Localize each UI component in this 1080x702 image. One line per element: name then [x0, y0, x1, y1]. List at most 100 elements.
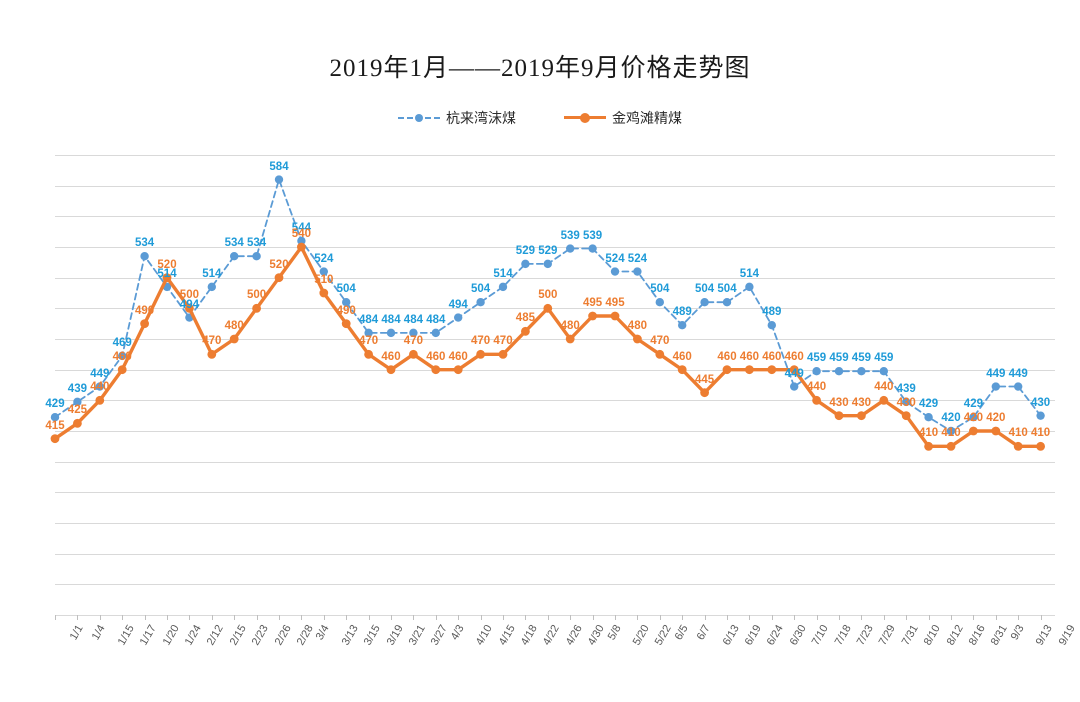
- x-axis-tick: [704, 615, 706, 620]
- data-point[interactable]: [901, 411, 911, 421]
- data-point[interactable]: [319, 267, 328, 276]
- data-point[interactable]: [700, 388, 709, 398]
- data-point[interactable]: [902, 397, 911, 407]
- data-point[interactable]: [50, 413, 60, 422]
- data-point[interactable]: [521, 259, 530, 269]
- data-point[interactable]: [745, 365, 754, 375]
- data-point[interactable]: [677, 365, 687, 375]
- data-point[interactable]: [118, 351, 127, 361]
- data-point[interactable]: [140, 252, 149, 261]
- data-point[interactable]: [969, 426, 978, 436]
- data-point[interactable]: [969, 413, 978, 422]
- legend-item-1[interactable]: 杭来湾沫煤: [398, 108, 516, 128]
- data-point[interactable]: [207, 282, 216, 292]
- data-point[interactable]: [319, 288, 329, 298]
- data-point[interactable]: [50, 434, 60, 444]
- data-point[interactable]: [230, 252, 239, 261]
- data-point[interactable]: [364, 328, 373, 338]
- data-point[interactable]: [879, 367, 888, 376]
- data-point[interactable]: [73, 418, 82, 428]
- data-point[interactable]: [991, 426, 1001, 436]
- data-point[interactable]: [700, 298, 709, 307]
- data-point[interactable]: [386, 328, 396, 338]
- data-point[interactable]: [633, 267, 642, 276]
- data-point[interactable]: [946, 441, 956, 451]
- data-point[interactable]: [655, 349, 665, 359]
- data-point[interactable]: [342, 298, 351, 307]
- data-point[interactable]: [498, 282, 508, 292]
- x-axis-tick: [794, 615, 796, 620]
- data-point[interactable]: [879, 395, 889, 405]
- legend-item-2[interactable]: 金鸡滩精煤: [564, 108, 682, 128]
- data-point[interactable]: [140, 319, 149, 329]
- data-point[interactable]: [857, 411, 866, 421]
- data-point[interactable]: [678, 321, 687, 330]
- x-axis-tick: [592, 615, 594, 620]
- data-point[interactable]: [274, 273, 284, 283]
- data-point[interactable]: [476, 349, 485, 359]
- data-point[interactable]: [857, 367, 866, 376]
- data-point[interactable]: [745, 282, 754, 292]
- data-point[interactable]: [297, 236, 306, 246]
- data-point[interactable]: [991, 382, 1000, 391]
- data-point[interactable]: [924, 413, 933, 422]
- data-point[interactable]: [409, 349, 418, 359]
- data-point[interactable]: [812, 367, 821, 376]
- data-point[interactable]: [1036, 411, 1045, 420]
- data-point[interactable]: [767, 365, 777, 375]
- x-axis-tick: [144, 615, 146, 620]
- x-axis-tick: [749, 615, 751, 620]
- data-point[interactable]: [252, 252, 261, 261]
- data-point[interactable]: [655, 298, 664, 307]
- data-point[interactable]: [162, 273, 172, 283]
- data-point[interactable]: [588, 244, 597, 253]
- data-point[interactable]: [610, 311, 620, 321]
- x-axis-tick-label: 7/29: [877, 623, 899, 648]
- data-point[interactable]: [386, 365, 396, 375]
- data-point[interactable]: [543, 303, 553, 313]
- x-axis-tick-label: 1/20: [160, 623, 182, 648]
- data-point[interactable]: [364, 349, 373, 359]
- data-point[interactable]: [498, 349, 508, 359]
- data-point[interactable]: [117, 365, 127, 375]
- data-point[interactable]: [521, 326, 530, 336]
- data-point[interactable]: [409, 328, 418, 338]
- data-point[interactable]: [252, 303, 261, 313]
- data-point[interactable]: [297, 242, 306, 252]
- data-point[interactable]: [543, 259, 552, 269]
- data-point[interactable]: [207, 349, 217, 359]
- data-point[interactable]: [834, 367, 844, 376]
- data-point[interactable]: [722, 298, 732, 307]
- data-point[interactable]: [274, 175, 284, 184]
- data-point[interactable]: [588, 311, 597, 321]
- x-axis-tick-label: 8/10: [921, 623, 944, 648]
- data-point[interactable]: [722, 365, 732, 375]
- data-point[interactable]: [834, 411, 844, 421]
- data-point[interactable]: [95, 382, 104, 391]
- data-point[interactable]: [610, 267, 620, 276]
- gridline: [55, 155, 1055, 156]
- data-point[interactable]: [73, 397, 82, 407]
- data-point[interactable]: [633, 334, 642, 344]
- data-point[interactable]: [229, 334, 239, 344]
- data-point[interactable]: [767, 321, 776, 330]
- data-point[interactable]: [476, 298, 485, 307]
- data-point[interactable]: [812, 395, 821, 405]
- data-point[interactable]: [431, 328, 440, 338]
- data-point[interactable]: [924, 441, 933, 451]
- data-point[interactable]: [453, 365, 463, 375]
- data-point[interactable]: [95, 395, 105, 405]
- x-axis-tick-label: 3/21: [406, 623, 428, 648]
- data-point[interactable]: [454, 313, 463, 322]
- data-point[interactable]: [790, 382, 799, 391]
- data-point[interactable]: [185, 303, 194, 313]
- data-point[interactable]: [1014, 382, 1023, 391]
- data-point[interactable]: [565, 334, 575, 344]
- data-point[interactable]: [566, 244, 575, 253]
- data-point[interactable]: [1036, 441, 1045, 451]
- data-point[interactable]: [431, 365, 441, 375]
- data-point[interactable]: [946, 426, 956, 436]
- data-point[interactable]: [1013, 441, 1023, 451]
- data-point[interactable]: [789, 365, 799, 375]
- data-point[interactable]: [341, 319, 351, 329]
